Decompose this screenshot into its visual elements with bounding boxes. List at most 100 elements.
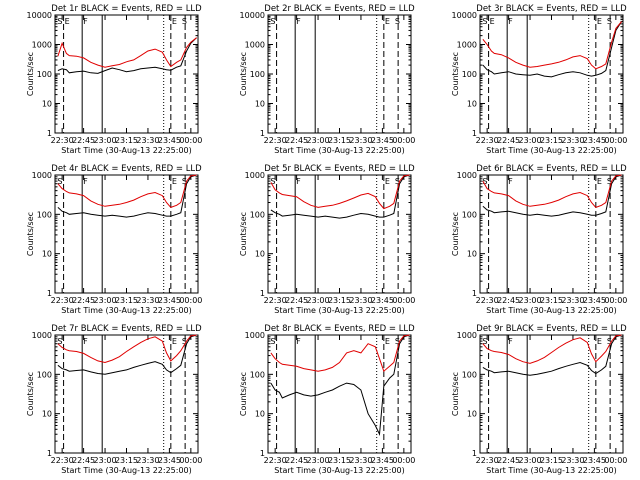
x-tick-label: 23:30 <box>136 136 159 145</box>
y-axis-label: Counts/sec <box>239 372 248 416</box>
y-tick-label: 1000 <box>32 331 52 340</box>
y-tick-label: 10000 <box>27 11 52 20</box>
y-axis-label: Counts/sec <box>26 52 35 96</box>
panel-det-5: Det 5r BLACK = Events, RED = LLD 1 10 100 10… <box>239 164 415 315</box>
series-line-events <box>57 334 197 375</box>
x-tick-label: 22:30 <box>264 296 287 305</box>
y-tick-label: 10000 <box>452 11 477 20</box>
x-tick-label: 00:00 <box>392 136 415 145</box>
x-tick-label: 23:15 <box>115 136 138 145</box>
phase-annotation: S <box>607 17 612 26</box>
x-tick-label: 22:30 <box>476 296 499 305</box>
y-tick-label: 10 <box>42 100 52 109</box>
phase-annotation: S <box>607 337 612 346</box>
panel-title: Det 9r BLACK = Events, RED = LLD <box>476 324 627 334</box>
y-tick-label: 10 <box>467 100 477 109</box>
y-tick-label: 100 <box>250 370 265 379</box>
phase-annotation: F <box>83 337 88 346</box>
x-axis-label: Start Time (30-Aug-13 22:25:00) <box>61 146 192 155</box>
x-tick-label: 22:30 <box>264 136 287 145</box>
y-tick-label: 10 <box>467 410 477 419</box>
phase-annotation: E <box>597 177 602 186</box>
panel-title: Det 1r BLACK = Events, RED = LLD <box>51 4 202 14</box>
x-tick-label: 22:45 <box>497 456 520 465</box>
series-line-events <box>482 174 622 217</box>
y-tick-label: 1 <box>260 129 265 138</box>
phase-annotation: E <box>597 17 602 26</box>
x-tick-label: 23:00 <box>94 456 117 465</box>
x-tick-label: 22:45 <box>72 456 95 465</box>
panel-det-7: Det 7r BLACK = Events, RED = LLD 1 10 100 10… <box>26 324 202 475</box>
x-axis-label: Start Time (30-Aug-13 22:25:00) <box>486 466 617 475</box>
y-tick-label: 1 <box>472 289 477 298</box>
phase-annotation: E <box>172 337 177 346</box>
y-tick-label: 100 <box>462 370 477 379</box>
phase-annotation: S <box>395 177 400 186</box>
panel-title: Det 8r BLACK = Events, RED = LLD <box>264 324 415 334</box>
phase-annotation: E <box>385 17 390 26</box>
x-tick-label: 23:45 <box>583 136 606 145</box>
y-axis-label: Counts/sec <box>26 212 35 256</box>
phase-annotation: S <box>270 337 275 346</box>
x-tick-label: 23:15 <box>540 296 563 305</box>
x-tick-label: 23:30 <box>136 296 159 305</box>
x-tick-label: 23:30 <box>561 136 584 145</box>
y-axis-label: Counts/sec <box>26 372 35 416</box>
x-tick-label: 23:45 <box>158 296 181 305</box>
x-tick-label: 23:45 <box>583 296 606 305</box>
x-axis-label: Start Time (30-Aug-13 22:25:00) <box>274 466 405 475</box>
x-tick-label: 23:30 <box>349 296 372 305</box>
plot-frame <box>267 14 412 134</box>
x-tick-label: 23:30 <box>349 456 372 465</box>
x-tick-label: 22:45 <box>497 136 520 145</box>
y-tick-label: 1 <box>47 289 52 298</box>
phase-annotation: S <box>395 17 400 26</box>
y-tick-label: 1 <box>472 449 477 458</box>
series-line-events <box>482 334 622 376</box>
x-tick-label: 23:45 <box>371 136 394 145</box>
x-tick-label: 23:00 <box>307 296 330 305</box>
phase-annotation: E <box>385 177 390 186</box>
y-tick-label: 1 <box>47 449 52 458</box>
x-tick-label: 00:00 <box>179 296 202 305</box>
x-tick-label: 23:15 <box>115 456 138 465</box>
y-tick-label: 100 <box>37 210 52 219</box>
x-tick-label: 00:00 <box>179 136 202 145</box>
series-line-events <box>270 174 410 219</box>
y-tick-label: 1000 <box>32 171 52 180</box>
x-axis-label: Start Time (30-Aug-13 22:25:00) <box>61 466 192 475</box>
x-axis-label: Start Time (30-Aug-13 22:25:00) <box>486 306 617 315</box>
plot-frame <box>54 334 199 454</box>
series-line-lld <box>57 37 197 68</box>
phase-annotation: F <box>508 17 513 26</box>
plot-frame <box>479 174 624 294</box>
x-tick-label: 22:30 <box>51 456 74 465</box>
phase-annotation: F <box>296 337 301 346</box>
y-axis-label: Counts/sec <box>451 52 460 96</box>
y-tick-label: 1 <box>260 449 265 458</box>
x-tick-label: 23:45 <box>371 456 394 465</box>
phase-annotation: E <box>172 17 177 26</box>
panel-det-8: Det 8r BLACK = Events, RED = LLD 1 10 100 10… <box>239 324 415 475</box>
phase-annotation: S <box>182 177 187 186</box>
x-tick-label: 23:30 <box>349 136 372 145</box>
y-tick-label: 100 <box>462 70 477 79</box>
series-line-lld <box>270 174 410 210</box>
x-tick-label: 22:30 <box>264 456 287 465</box>
y-tick-label: 1000 <box>32 41 52 50</box>
series-line-lld <box>482 174 622 208</box>
series-line-lld <box>57 174 197 208</box>
x-axis-label: Start Time (30-Aug-13 22:25:00) <box>486 146 617 155</box>
x-tick-label: 23:45 <box>583 456 606 465</box>
x-tick-label: 00:00 <box>604 456 627 465</box>
y-tick-label: 10000 <box>240 11 265 20</box>
phase-annotation: F <box>83 177 88 186</box>
phase-annotation: S <box>482 17 487 26</box>
phase-annotation: S <box>57 17 62 26</box>
y-axis-label: Counts/sec <box>451 212 460 256</box>
plot-frame <box>479 14 624 134</box>
x-tick-label: 23:45 <box>158 136 181 145</box>
y-tick-label: 1000 <box>245 331 265 340</box>
panel-det-6: Det 6r BLACK = Events, RED = LLD 1 10 100 10… <box>451 164 627 315</box>
y-axis-label: Counts/sec <box>239 212 248 256</box>
